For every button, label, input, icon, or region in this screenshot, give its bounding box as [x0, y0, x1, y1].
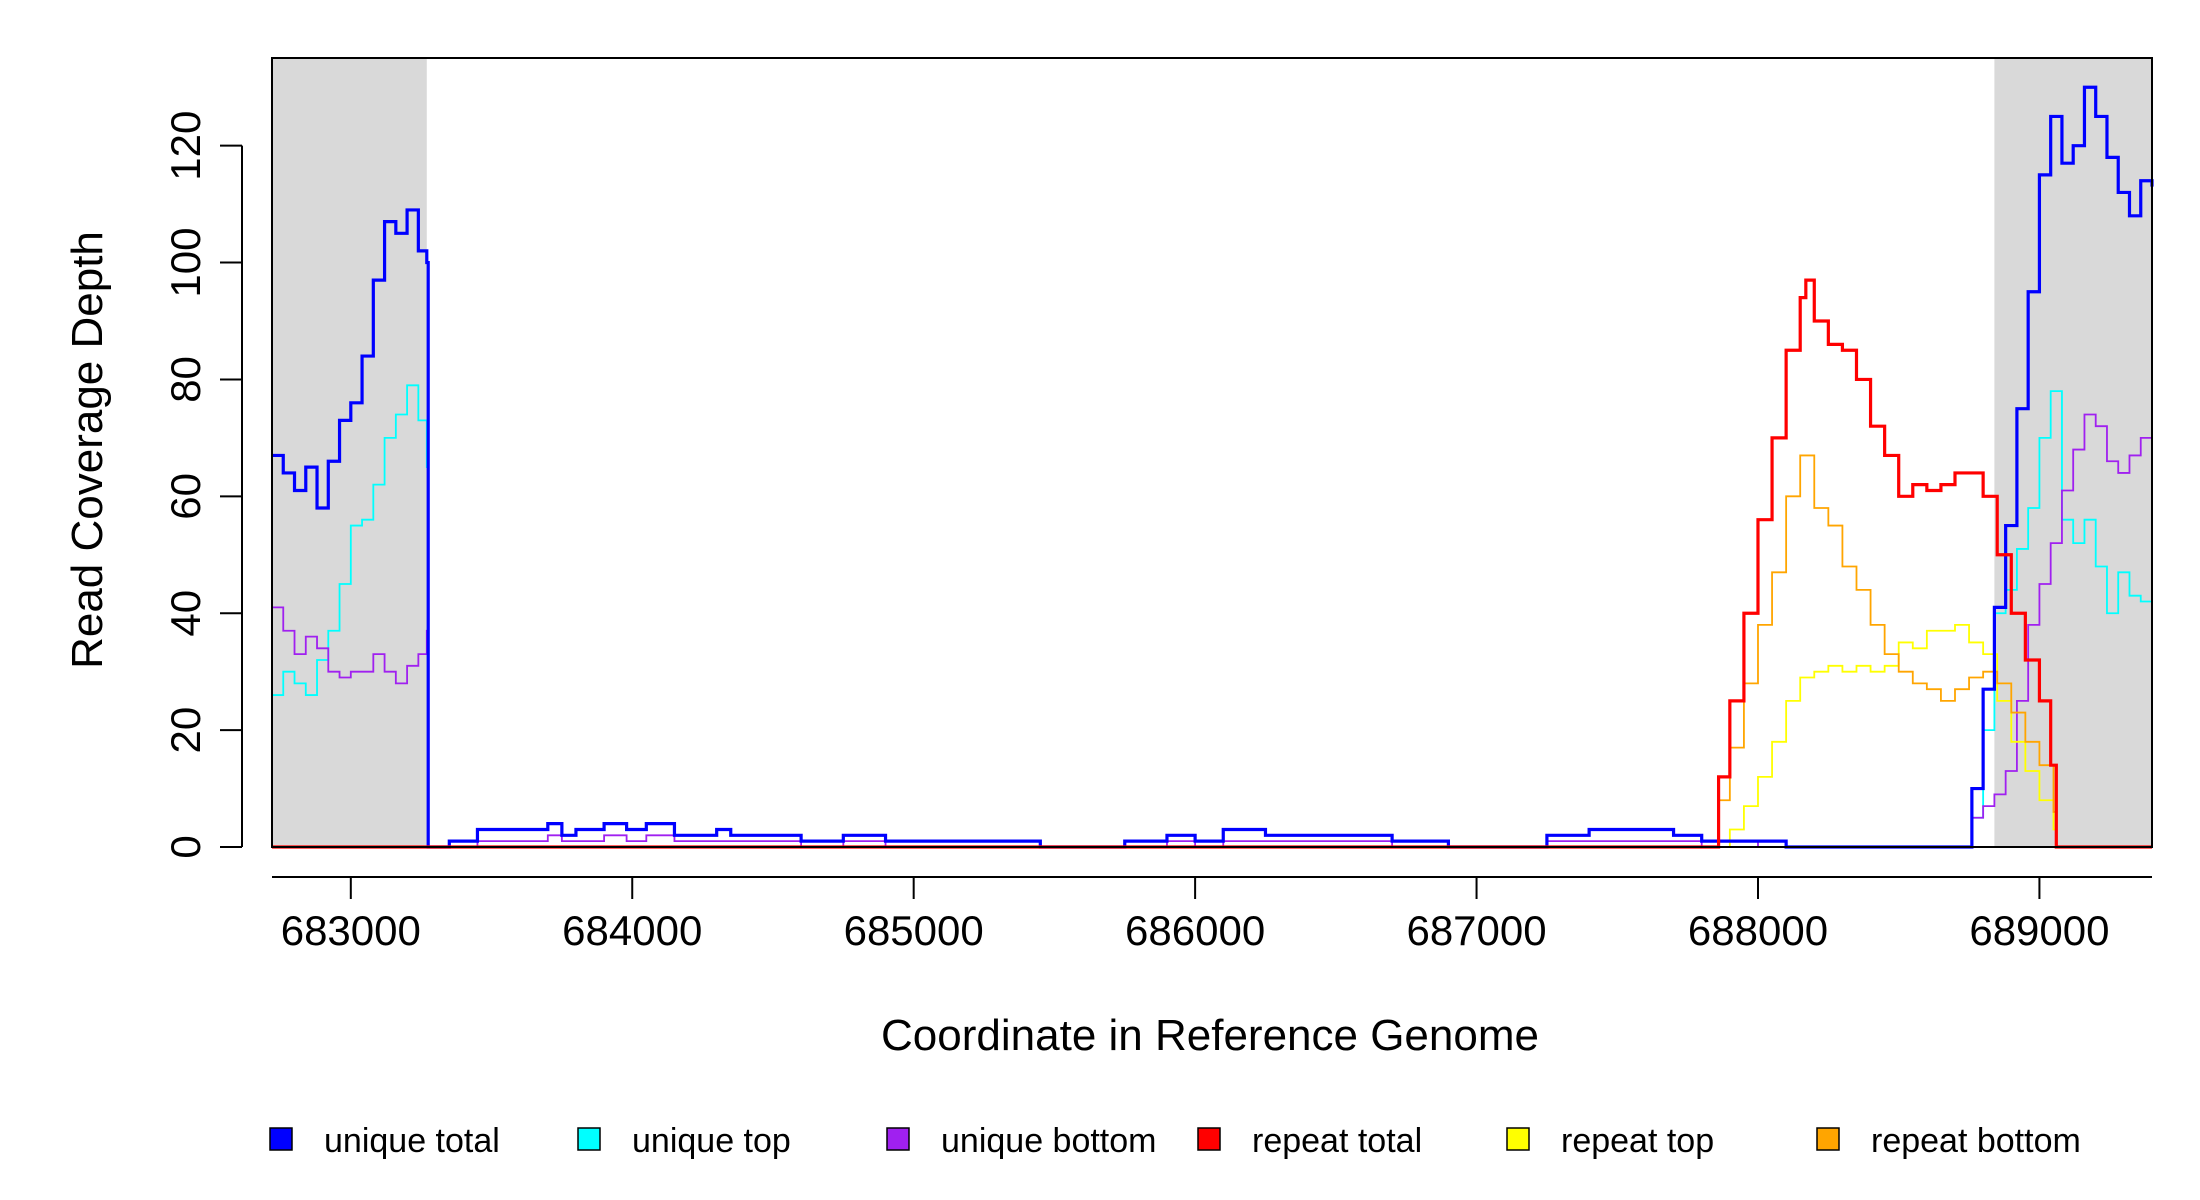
y-tick-label: 20 — [162, 707, 209, 754]
x-axis: 683000 684000 685000 686000 687000 688000 6890… — [272, 876, 2152, 954]
legend-swatch — [269, 1127, 293, 1151]
legend-label: repeat bottom — [1871, 1122, 2081, 1160]
legend-swatch — [577, 1127, 601, 1151]
y-axis: 0 20 40 60 80 100 120 — [162, 111, 243, 859]
x-tick-label: 683000 — [281, 907, 421, 954]
y-tick-label: 40 — [162, 590, 209, 637]
x-tick-label: 688000 — [1688, 907, 1828, 954]
legend-label: unique top — [632, 1122, 791, 1160]
y-tick-label: 60 — [162, 473, 209, 520]
legend-label: repeat total — [1252, 1122, 1422, 1160]
legend-swatch — [1816, 1127, 1840, 1151]
shaded-regions — [272, 58, 2152, 847]
x-tick-label: 689000 — [1969, 907, 2109, 954]
y-tick-label: 100 — [162, 228, 209, 298]
series-line-repeat-total — [272, 278, 2152, 849]
legend-label: repeat top — [1561, 1122, 1714, 1160]
legend-swatch — [886, 1127, 910, 1151]
series-line-repeat-bottom — [272, 454, 2152, 848]
x-axis-title: Coordinate in Reference Genome — [881, 1011, 1539, 1060]
x-tick-label: 685000 — [844, 907, 984, 954]
x-tick-label: 687000 — [1406, 907, 1546, 954]
plot-frame — [271, 57, 2153, 848]
y-axis-title: Read Coverage Depth — [63, 231, 112, 669]
x-tick-label: 684000 — [562, 907, 702, 954]
series-line-repeat-top — [272, 624, 2152, 848]
legend-label: unique bottom — [941, 1122, 1157, 1160]
legend: unique total unique top unique bottom repea… — [269, 1122, 2081, 1160]
y-tick-label: 120 — [162, 111, 209, 181]
legend-swatch — [1197, 1127, 1221, 1151]
legend-label: unique total — [324, 1122, 500, 1160]
y-tick-label: 80 — [162, 356, 209, 403]
y-tick-label: 0 — [162, 835, 209, 858]
x-tick-label: 686000 — [1125, 907, 1265, 954]
shaded-region — [272, 58, 427, 847]
legend-swatch — [1506, 1127, 1530, 1151]
